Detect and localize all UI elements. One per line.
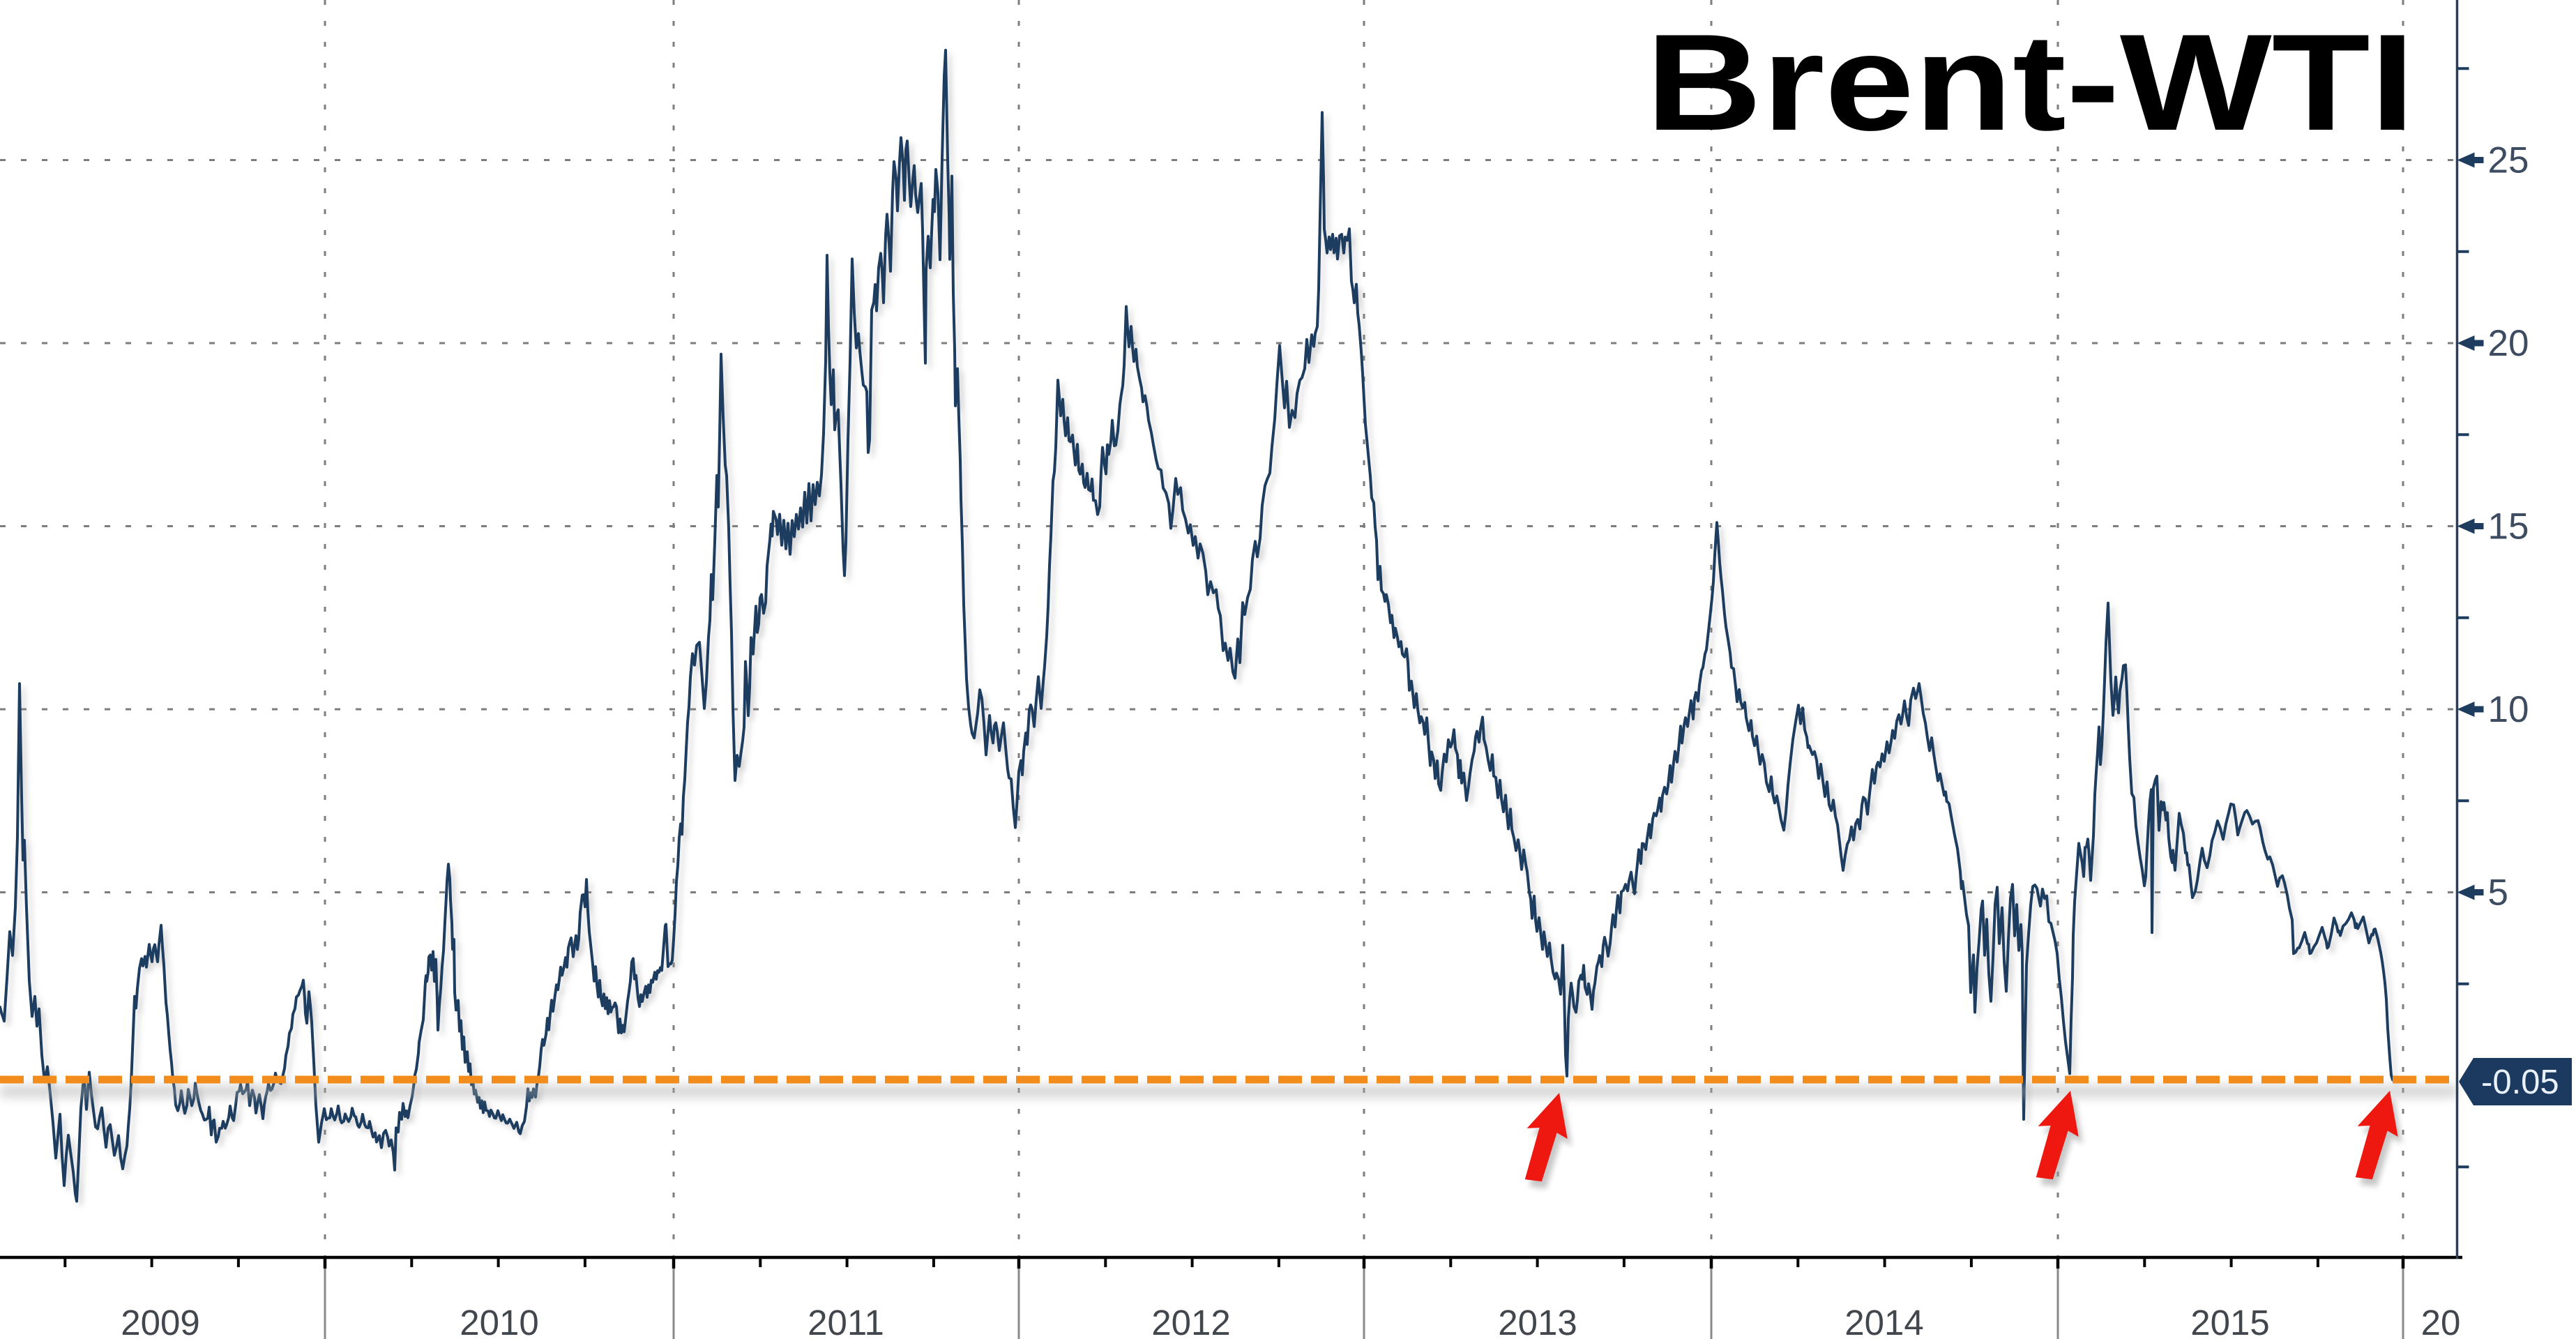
- svg-text:10: 10: [2488, 689, 2529, 730]
- svg-text:2010: 2010: [460, 1303, 538, 1339]
- svg-text:2009: 2009: [121, 1303, 199, 1339]
- svg-text:25: 25: [2488, 140, 2529, 181]
- svg-text:5: 5: [2488, 872, 2508, 914]
- svg-text:2012: 2012: [1151, 1303, 1230, 1339]
- svg-text:2015: 2015: [2190, 1303, 2269, 1339]
- svg-text:20: 20: [2488, 323, 2529, 364]
- svg-text:-0.05: -0.05: [2481, 1064, 2559, 1101]
- svg-text:2014: 2014: [1844, 1303, 1923, 1339]
- svg-text:15: 15: [2488, 506, 2529, 547]
- svg-text:2013: 2013: [1498, 1303, 1577, 1339]
- svg-text:20: 20: [2421, 1303, 2461, 1339]
- svg-text:2011: 2011: [808, 1303, 884, 1339]
- svg-text:Brent-WTI: Brent-WTI: [1646, 6, 2415, 159]
